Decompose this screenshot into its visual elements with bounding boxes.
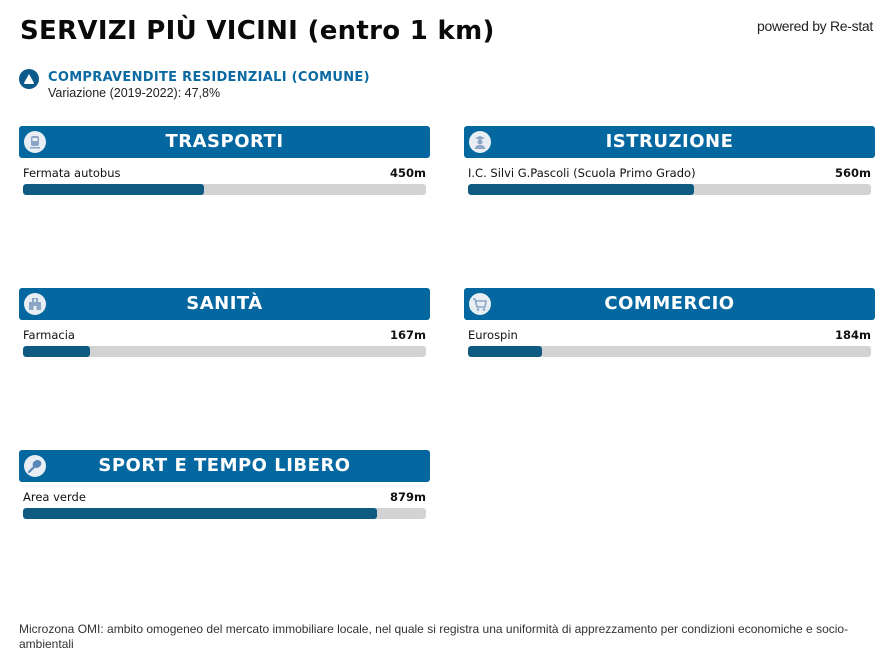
service-row: Eurospin 184m bbox=[464, 326, 875, 366]
hospital-icon bbox=[24, 293, 46, 315]
service-distance: 184m bbox=[835, 328, 871, 342]
distance-bar-fill bbox=[23, 184, 205, 195]
service-name: I.C. Silvi G.Pascoli (Scuola Primo Grado… bbox=[468, 166, 696, 180]
distance-bar-track bbox=[23, 346, 426, 357]
student-icon bbox=[469, 131, 491, 153]
category-header: SANITÀ bbox=[19, 288, 430, 320]
service-name: Eurospin bbox=[468, 328, 518, 342]
category-header: ISTRUZIONE bbox=[464, 126, 875, 158]
racket-icon bbox=[24, 455, 46, 477]
category-title: COMMERCIO bbox=[604, 293, 735, 314]
category-card-sport: SPORT E TEMPO LIBERO Area verde 879m bbox=[19, 450, 430, 528]
powered-by-label: powered by Re-stat bbox=[757, 18, 873, 34]
footnote: Microzona OMI: ambito omogeneo del merca… bbox=[19, 622, 849, 651]
category-title: SANITÀ bbox=[186, 293, 263, 314]
service-distance: 560m bbox=[835, 166, 871, 180]
train-icon bbox=[24, 131, 46, 153]
distance-bar-fill bbox=[468, 346, 543, 357]
service-row: Area verde 879m bbox=[19, 488, 430, 528]
category-title: ISTRUZIONE bbox=[605, 131, 734, 152]
distance-bar-track bbox=[468, 184, 871, 195]
distance-bar-track bbox=[23, 508, 426, 519]
category-title: SPORT E TEMPO LIBERO bbox=[98, 455, 351, 476]
service-name: Farmacia bbox=[23, 328, 75, 342]
category-card-commercio: COMMERCIO Eurospin 184m bbox=[464, 288, 875, 366]
category-header: SPORT E TEMPO LIBERO bbox=[19, 450, 430, 482]
service-row: Fermata autobus 450m bbox=[19, 164, 430, 204]
service-row: I.C. Silvi G.Pascoli (Scuola Primo Grado… bbox=[464, 164, 875, 204]
service-distance: 450m bbox=[390, 166, 426, 180]
category-card-trasporti: TRASPORTI Fermata autobus 450m bbox=[19, 126, 430, 204]
distance-bar-track bbox=[468, 346, 871, 357]
service-distance: 167m bbox=[390, 328, 426, 342]
page-title: SERVIZI PIÙ VICINI (entro 1 km) bbox=[20, 16, 495, 46]
category-card-istruzione: ISTRUZIONE I.C. Silvi G.Pascoli (Scuola … bbox=[464, 126, 875, 204]
distance-bar-fill bbox=[468, 184, 694, 195]
shopping-cart-icon bbox=[469, 293, 491, 315]
service-distance: 879m bbox=[390, 490, 426, 504]
distance-bar-fill bbox=[23, 508, 378, 519]
category-header: TRASPORTI bbox=[19, 126, 430, 158]
category-header: COMMERCIO bbox=[464, 288, 875, 320]
kpi-title: COMPRAVENDITE RESIDENZIALI (COMUNE) bbox=[48, 70, 370, 85]
distance-bar-fill bbox=[23, 346, 91, 357]
distance-bar-track bbox=[23, 184, 426, 195]
category-title: TRASPORTI bbox=[165, 131, 284, 152]
service-name: Area verde bbox=[23, 490, 86, 504]
service-name: Fermata autobus bbox=[23, 166, 121, 180]
service-row: Farmacia 167m bbox=[19, 326, 430, 366]
category-card-sanita: SANITÀ Farmacia 167m bbox=[19, 288, 430, 366]
kpi-subtitle: Variazione (2019-2022): 47,8% bbox=[48, 86, 221, 100]
triangle-up-icon bbox=[19, 69, 39, 89]
